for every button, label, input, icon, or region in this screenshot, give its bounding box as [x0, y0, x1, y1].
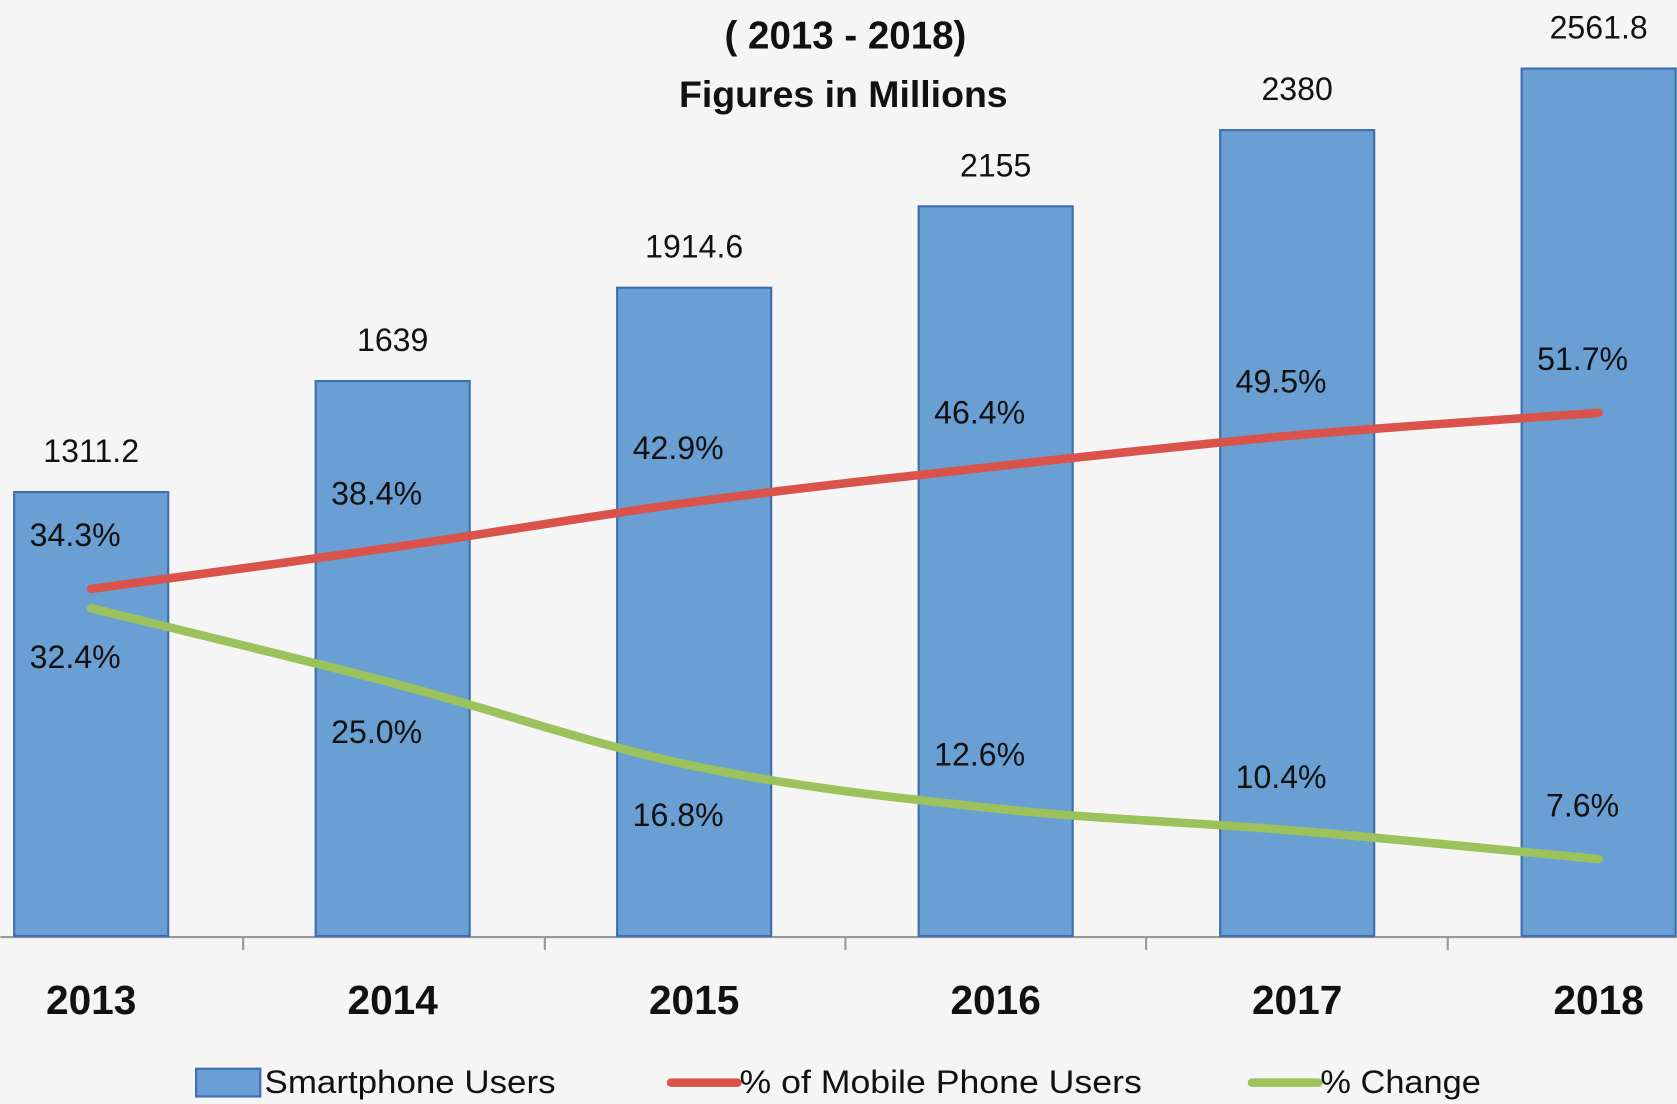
- line-value-label: 25.0%: [331, 714, 422, 750]
- legend-label: % of Mobile Phone Users: [740, 1064, 1142, 1100]
- bar: [917, 205, 1074, 938]
- chart-note: Figures in Millions: [679, 73, 1008, 115]
- x-tick-label: 2017: [1252, 977, 1342, 1023]
- bar-value-label: 2380: [1261, 71, 1332, 107]
- bar-value-label: 1914.6: [645, 229, 743, 265]
- bar: [13, 490, 170, 938]
- bar-value-label: 1639: [357, 322, 428, 358]
- line-value-label: 16.8%: [633, 797, 724, 833]
- bar-value-label: 2561.8: [1550, 10, 1648, 46]
- line-value-label: 49.5%: [1236, 363, 1327, 399]
- line-value-label: 7.6%: [1546, 787, 1619, 823]
- legend-label: Smartphone Users: [265, 1064, 556, 1100]
- legend-swatch: [195, 1067, 262, 1098]
- x-tick-label: 2013: [46, 977, 136, 1023]
- line-value-label: 42.9%: [633, 430, 724, 466]
- line-value-label: 10.4%: [1236, 759, 1327, 795]
- line: [86, 603, 1603, 864]
- bar: [1219, 129, 1376, 938]
- x-tick-label: 2015: [649, 977, 739, 1023]
- legend-label: % Change: [1320, 1064, 1480, 1100]
- chart-subtitle: ( 2013 - 2018): [725, 15, 967, 58]
- line-value-label: 12.6%: [934, 737, 1025, 773]
- line-value-label: 46.4%: [934, 395, 1025, 431]
- bar-value-label: 1311.2: [43, 433, 139, 469]
- line-value-label: 51.7%: [1537, 341, 1628, 377]
- bar: [1520, 67, 1677, 938]
- bar: [616, 286, 773, 938]
- line-value-label: 34.3%: [30, 517, 121, 553]
- line: [86, 408, 1603, 594]
- category-separators: [242, 937, 1449, 950]
- line-value-label: 38.4%: [331, 476, 422, 512]
- bar: [314, 379, 471, 938]
- bar-value-label: 2155: [960, 147, 1031, 183]
- x-tick-label: 2016: [950, 977, 1040, 1023]
- x-tick-label: 2018: [1553, 977, 1643, 1023]
- x-tick-label: 2014: [347, 977, 438, 1023]
- line-value-label: 32.4%: [30, 639, 121, 675]
